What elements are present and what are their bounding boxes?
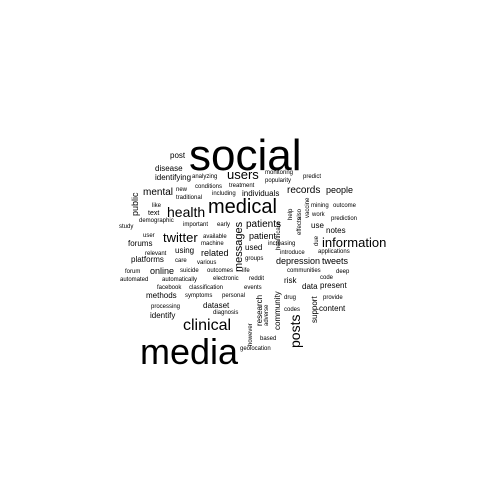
word-work: work [312, 212, 325, 218]
word-records: records [287, 185, 321, 196]
word-public: public [130, 192, 140, 216]
word-outcome: outcome [333, 203, 357, 209]
word-text: text [148, 210, 160, 217]
word-symptoms: symptoms [185, 293, 213, 299]
word-twitter: twitter [163, 230, 198, 245]
word-including: including [212, 191, 236, 197]
word-reddit: reddit [249, 276, 265, 282]
word-traditional: traditional [176, 195, 203, 201]
word-notes: notes [326, 226, 346, 235]
word-monitoring: monitoring [265, 170, 294, 176]
word-media: media [140, 331, 239, 372]
word-post: post [170, 151, 186, 160]
word-automatically: automatically [162, 277, 198, 283]
word-use: use [311, 221, 324, 230]
word-information: information [322, 235, 387, 250]
word-patients: patients [246, 219, 282, 230]
word-mining: mining [311, 203, 329, 209]
word-online: online [150, 266, 175, 276]
word-popularity: popularity [265, 178, 292, 184]
word-care: care [175, 258, 187, 264]
word-suicide: suicide [180, 268, 199, 274]
word-posts: posts [287, 314, 303, 348]
word-predict: predict [303, 174, 322, 180]
word-effects: effects [297, 217, 303, 235]
word-healthcare: healthcare [276, 221, 282, 250]
word-adverse: adverse [264, 304, 270, 326]
word-dataset: dataset [203, 301, 230, 310]
word-demographic: demographic [139, 218, 174, 224]
word-early: early [217, 222, 231, 228]
word-due: due [314, 235, 320, 246]
word-tweets: tweets [322, 256, 349, 266]
word-forum: forum [125, 269, 141, 275]
word-relevant: relevant [145, 251, 167, 257]
word-methods: methods [146, 291, 177, 300]
word-used: used [245, 243, 263, 252]
word-medical: medical [208, 196, 277, 218]
word-drug: drug [284, 295, 297, 301]
word-applications: applications [318, 249, 350, 255]
word-health: health [167, 204, 206, 220]
word-disease: disease [155, 164, 183, 173]
word-study: study [119, 224, 134, 230]
word-prediction: prediction [331, 216, 358, 222]
word-groups: groups [245, 256, 264, 262]
word-clinical: clinical [183, 317, 232, 334]
word-depression: depression [276, 256, 321, 266]
word-using: using [175, 246, 195, 255]
word-increasing: increasing [268, 241, 296, 247]
word-help: help [288, 208, 294, 220]
word-forums: forums [128, 239, 153, 248]
word-new: new [176, 187, 188, 193]
word-automated: automated [120, 277, 149, 283]
word-conditions: conditions [195, 184, 223, 190]
word-users: users [227, 167, 259, 182]
word-communities: communities [287, 268, 321, 274]
word-personal: personal [222, 293, 246, 299]
word-events: events [244, 285, 262, 291]
word-electronic: electronic [213, 276, 239, 282]
word-classification: classification [189, 285, 224, 291]
word-outcomes: outcomes [207, 268, 234, 274]
word-present: present [320, 281, 347, 290]
word-machine: machine [201, 241, 224, 247]
word-provide: provide [323, 295, 343, 301]
word-deep: deep [336, 269, 350, 275]
word-individuals: individuals [242, 189, 280, 198]
word-important: important [183, 222, 209, 228]
word-research: research [255, 294, 264, 326]
word-related: related [201, 248, 229, 258]
word-community: community [273, 291, 282, 330]
word-user: user [143, 233, 155, 239]
word-risk: risk [284, 276, 297, 285]
word-however: however [248, 323, 254, 346]
word-based: based [260, 336, 277, 342]
word-analyzing: analyzing [192, 174, 218, 180]
word-patient: patient [249, 231, 277, 241]
word-identify: identify [150, 311, 176, 320]
word-mental: mental [143, 187, 174, 198]
word-platforms: platforms [131, 255, 164, 264]
word-people: people [326, 185, 354, 195]
word-processing: processing [151, 304, 181, 310]
word-introduce: introduce [280, 250, 305, 256]
word-like: like [152, 203, 162, 209]
word-social: social [189, 131, 302, 180]
word-data: data [302, 282, 318, 291]
word-identifying: identifying [155, 173, 192, 182]
word-code: code [320, 275, 334, 281]
word-messages: messages [233, 221, 245, 272]
word-content: content [319, 304, 346, 313]
word-available: available [203, 234, 227, 240]
word-treatment: treatment [229, 183, 255, 189]
word-facebook: facebook [157, 285, 182, 291]
word-support: support [310, 296, 319, 323]
word-various: various [197, 260, 217, 266]
word-codes: codes [284, 307, 301, 313]
word-geolocation: geolocation [240, 346, 271, 352]
word-life: life [242, 268, 250, 274]
word-diagnosis: diagnosis [213, 310, 239, 316]
